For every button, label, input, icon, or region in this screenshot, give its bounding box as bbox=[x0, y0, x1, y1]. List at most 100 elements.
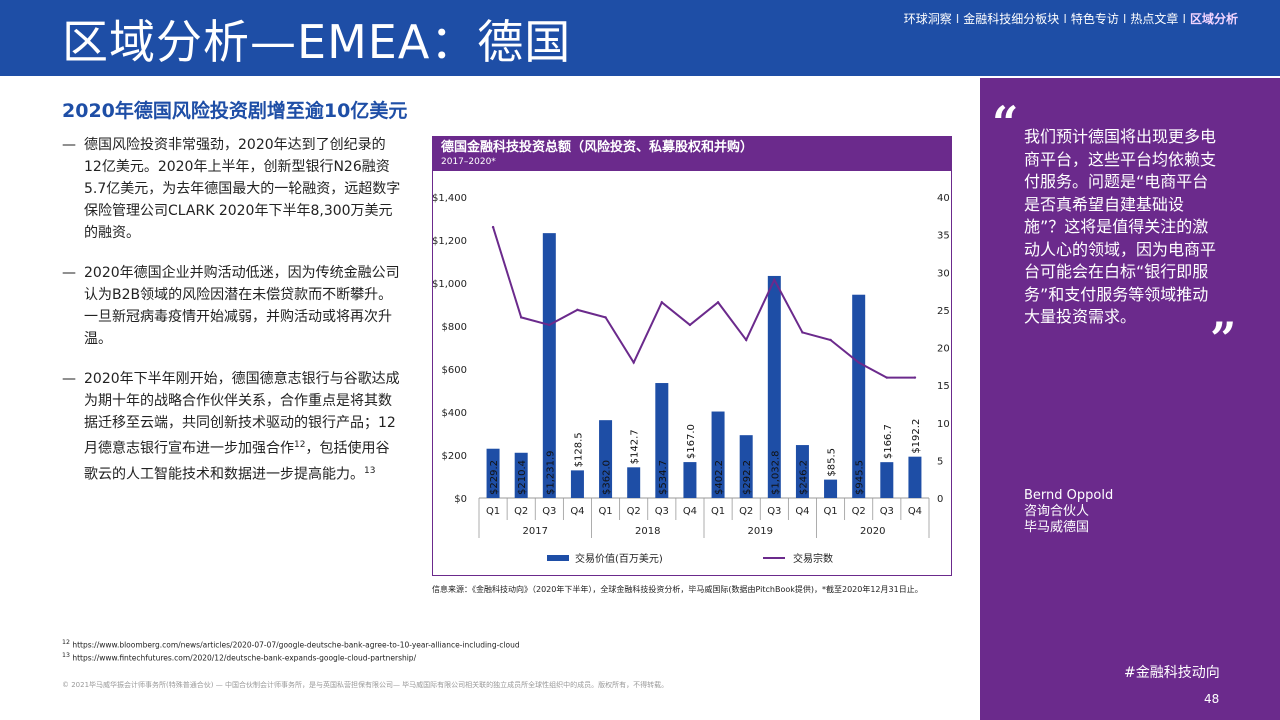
bullet-list: — 德国风险投资非常强劲，2020年达到了创纪录的12亿美元。2020年上半年，… bbox=[62, 134, 402, 503]
footnote-link[interactable]: https://www.fintechfutures.com/2020/12/d… bbox=[72, 653, 417, 662]
copyright-notice: © 2021毕马威华振会计师事务所(特殊普通合伙) — 中国合伙制会计师事务所，… bbox=[62, 681, 669, 689]
footnote-ref[interactable]: 13 bbox=[364, 465, 376, 476]
bar bbox=[908, 456, 922, 498]
y-right-tick-label: 20 bbox=[937, 344, 950, 355]
nav-separator: I bbox=[1182, 12, 1186, 26]
bar bbox=[542, 233, 556, 499]
x-tick-label: Q4 bbox=[908, 506, 922, 517]
chart-title: 德国金融科技投资总额（风险投资、私募股权和并购） bbox=[441, 140, 754, 155]
deal-count-point bbox=[660, 301, 664, 304]
legend-bar-label: 交易价值(百万美元) bbox=[575, 552, 663, 565]
bar-value-label: $246.2 bbox=[798, 460, 809, 495]
bar-value-label: $1,231.9 bbox=[545, 450, 556, 495]
x-tick-label: Q2 bbox=[514, 506, 528, 517]
bar-value-label: $210.4 bbox=[517, 460, 528, 495]
nav-link-fintech-sectors[interactable]: 金融科技细分板块 bbox=[963, 12, 1060, 26]
nav-separator: I bbox=[955, 12, 960, 26]
hashtag[interactable]: #金融科技动向 bbox=[1124, 665, 1220, 681]
y-left-tick-label: $1,400 bbox=[433, 193, 467, 204]
x-tick-label: Q1 bbox=[598, 506, 612, 517]
x-year-label: 2020 bbox=[860, 526, 885, 537]
footnote-link[interactable]: https://www.bloomberg.com/news/articles/… bbox=[72, 640, 520, 650]
bar-value-label: $534.7 bbox=[658, 460, 669, 495]
nav-link-regional-analysis[interactable]: 区域分析 bbox=[1189, 12, 1238, 26]
bar-value-label: $402.2 bbox=[714, 460, 725, 495]
bar-value-label: $166.7 bbox=[883, 424, 894, 459]
deal-count-point bbox=[829, 338, 832, 342]
x-tick-label: Q1 bbox=[711, 506, 725, 517]
footnote-number: 12 bbox=[62, 639, 70, 646]
author-org: 毕马威德国 bbox=[1024, 520, 1090, 535]
page-title: 区域分析—EMEA：德国 bbox=[62, 15, 572, 69]
footnote-ref[interactable]: 12 bbox=[294, 440, 306, 450]
bar bbox=[767, 275, 781, 498]
footnote-item: 12 https://www.bloomberg.com/news/articl… bbox=[62, 638, 520, 651]
legend-bar-swatch bbox=[547, 555, 569, 561]
investment-chart: $0 $200 $400 $600 $800 $1,000 $1,200 $1,400 0 5 10… bbox=[433, 193, 950, 565]
bar-value-label: $128.5 bbox=[573, 432, 584, 467]
bar bbox=[711, 411, 725, 498]
author-role: 咨询合伙人 bbox=[1024, 504, 1090, 519]
y-right-tick-label: 5 bbox=[937, 456, 943, 467]
nav-link-interviews[interactable]: 特色专访 bbox=[1070, 12, 1119, 26]
footnote-number: 13 bbox=[62, 651, 70, 659]
y-left-tick-label: $600 bbox=[442, 365, 467, 376]
y-left-tick-label: $800 bbox=[442, 322, 467, 333]
bullet-text: ，包括使用谷歌云的人工智能技术和数据进一步提高能力。 bbox=[84, 440, 390, 483]
bar bbox=[852, 294, 866, 498]
bar-value-label: $229.2 bbox=[489, 460, 500, 495]
nav-link-global-insights[interactable]: 环球洞察 bbox=[903, 12, 952, 26]
quote-panel: “ 我们预计德国将出现更多电商平台，这些平台均依赖支付服务。问题是“电商平台是否… bbox=[980, 78, 1280, 720]
bar bbox=[570, 470, 584, 498]
y-right-tick-label: 0 bbox=[937, 494, 943, 505]
x-tick-label: Q3 bbox=[542, 506, 556, 517]
x-tick-label: Q3 bbox=[880, 506, 894, 517]
y-left-tick-label: $400 bbox=[442, 408, 467, 419]
bar-value-label: $292.2 bbox=[742, 460, 753, 495]
y-left-tick-label: $1,200 bbox=[433, 236, 467, 247]
deal-count-point bbox=[744, 338, 748, 342]
nav-separator: I bbox=[1122, 12, 1127, 26]
section-title: 2020年德国风险投资剧增至逾10亿美元 bbox=[62, 100, 408, 122]
close-quote-icon: ” bbox=[1210, 312, 1237, 366]
x-tick-label: Q3 bbox=[655, 506, 669, 517]
deal-count-point bbox=[913, 376, 917, 379]
bar bbox=[655, 383, 669, 498]
y-right-tick-label: 30 bbox=[937, 268, 950, 279]
chart-card: 德国金融科技投资总额（风险投资、私募股权和并购） 2017–2020* $0 $2… bbox=[432, 136, 952, 576]
nav-link-hot-articles[interactable]: 热点文章 bbox=[1130, 12, 1179, 26]
deal-count-point bbox=[885, 376, 889, 379]
x-year-label: 2019 bbox=[748, 526, 773, 537]
top-nav: 环球洞察 I 金融科技细分板块 I 特色专访 I 热点文章 I 区域分析 bbox=[904, 10, 1238, 27]
source-note: 信息来源：《金融科技动向》（2020年下半年），全球金融科技投资分析，毕马威国际… bbox=[432, 585, 923, 594]
deal-count-point bbox=[576, 308, 579, 312]
x-tick-label: Q1 bbox=[486, 506, 500, 517]
y-left-tick-label: $0 bbox=[454, 494, 467, 505]
bar bbox=[627, 467, 641, 498]
bar-value-label: $362.0 bbox=[602, 460, 613, 495]
deal-count-point bbox=[773, 278, 776, 281]
chart-header: 德国金融科技投资总额（风险投资、私募股权和并购） 2017–2020* bbox=[433, 137, 951, 171]
deal-count-point bbox=[519, 316, 523, 319]
deal-count-point bbox=[491, 225, 495, 229]
chart-subtitle: 2017–2020* bbox=[441, 157, 496, 167]
y-right-tick-label: 25 bbox=[937, 306, 950, 317]
bar-value-label: $85.5 bbox=[827, 448, 838, 477]
nav-separator: I bbox=[1063, 12, 1067, 26]
footnote-item: 13 https://www.fintechfutures.com/2020/1… bbox=[62, 651, 520, 664]
y-left-tick-label: $1,000 bbox=[433, 279, 467, 290]
bullet-item: — 2020年德国企业并购活动低迷，因为传统金融公司认为B2B领域的风险因潜在未… bbox=[62, 262, 402, 350]
bar bbox=[824, 479, 838, 498]
bar bbox=[683, 462, 697, 498]
deal-count-point bbox=[604, 316, 607, 319]
x-tick-label: Q1 bbox=[823, 506, 837, 517]
y-left-tick-label: $200 bbox=[442, 451, 467, 462]
bar-value-label: $192.2 bbox=[911, 419, 922, 454]
x-tick-label: Q3 bbox=[767, 506, 781, 517]
bullet-text: 2020年德国企业并购活动低迷，因为传统金融公司认为B2B领域的风险因潜在未偿贷… bbox=[84, 265, 400, 347]
bar-value-label: $1,032.8 bbox=[770, 450, 781, 495]
y-right-tick-label: 40 bbox=[937, 193, 950, 204]
bar bbox=[514, 452, 528, 498]
deal-count-point bbox=[716, 301, 720, 304]
bullet-text: 德国风险投资非常强劲，2020年达到了创纪录的12亿美元。2020年上半年，创新… bbox=[84, 137, 401, 241]
